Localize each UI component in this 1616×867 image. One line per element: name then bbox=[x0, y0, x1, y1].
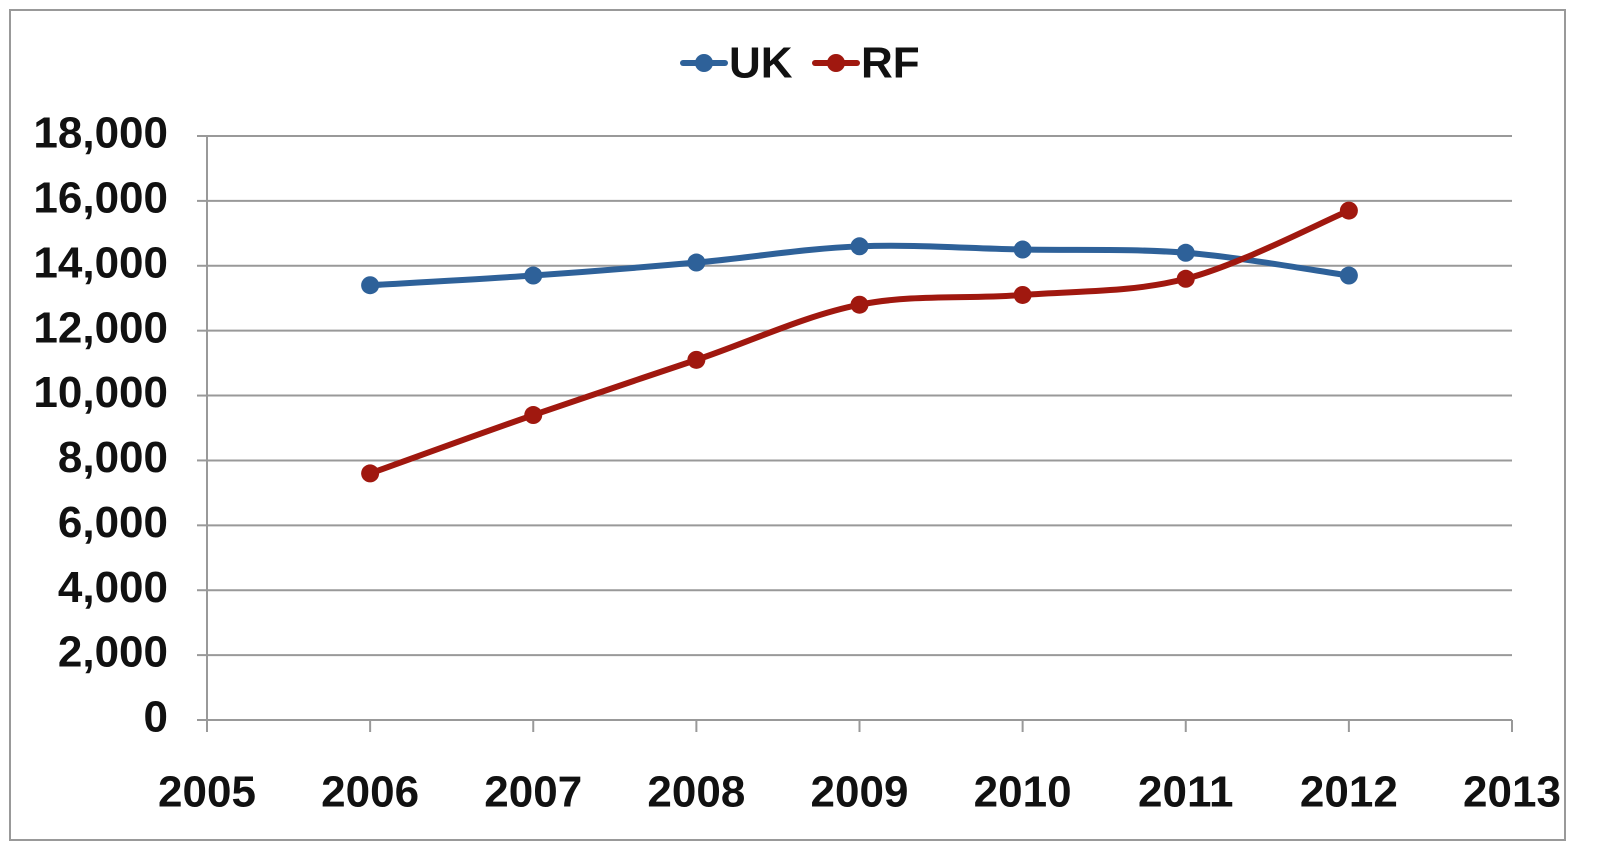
y-tick-label: 4,000 bbox=[58, 563, 168, 612]
x-tick-label: 2012 bbox=[1300, 768, 1398, 817]
data-point bbox=[524, 406, 543, 425]
y-tick-label: 12,000 bbox=[33, 303, 168, 352]
x-tick-label: 2013 bbox=[1463, 768, 1561, 817]
x-tick-label: 2011 bbox=[1138, 768, 1233, 817]
x-tick-label: 2007 bbox=[484, 768, 582, 817]
x-tick-label: 2008 bbox=[647, 768, 745, 817]
data-point bbox=[850, 295, 869, 314]
data-point bbox=[361, 276, 380, 295]
legend-label: RF bbox=[861, 39, 920, 88]
legend-label: UK bbox=[729, 39, 793, 88]
data-point bbox=[687, 253, 706, 272]
x-tick-label: 2009 bbox=[811, 768, 909, 817]
data-point bbox=[687, 350, 706, 369]
data-point bbox=[1339, 266, 1358, 285]
y-tick-label: 14,000 bbox=[33, 238, 168, 287]
y-tick-label: 8,000 bbox=[58, 433, 168, 482]
legend-marker bbox=[827, 54, 845, 72]
data-point bbox=[524, 266, 543, 285]
y-tick-label: 16,000 bbox=[33, 174, 168, 223]
chart-frame bbox=[9, 9, 1566, 841]
x-tick-label: 2006 bbox=[321, 768, 419, 817]
x-tick-label: 2005 bbox=[158, 768, 256, 817]
data-point bbox=[361, 464, 380, 483]
y-tick-label: 6,000 bbox=[58, 498, 168, 547]
y-tick-label: 0 bbox=[144, 693, 168, 742]
data-point bbox=[1176, 243, 1195, 262]
y-tick-label: 2,000 bbox=[58, 628, 168, 677]
y-tick-label: 18,000 bbox=[33, 109, 168, 158]
data-point bbox=[850, 237, 869, 256]
data-point bbox=[1176, 269, 1195, 288]
x-tick-label: 2010 bbox=[974, 768, 1072, 817]
legend-marker bbox=[695, 54, 713, 72]
data-point bbox=[1013, 285, 1032, 304]
y-tick-label: 10,000 bbox=[33, 368, 168, 417]
data-point bbox=[1013, 240, 1032, 259]
data-point bbox=[1339, 201, 1358, 220]
